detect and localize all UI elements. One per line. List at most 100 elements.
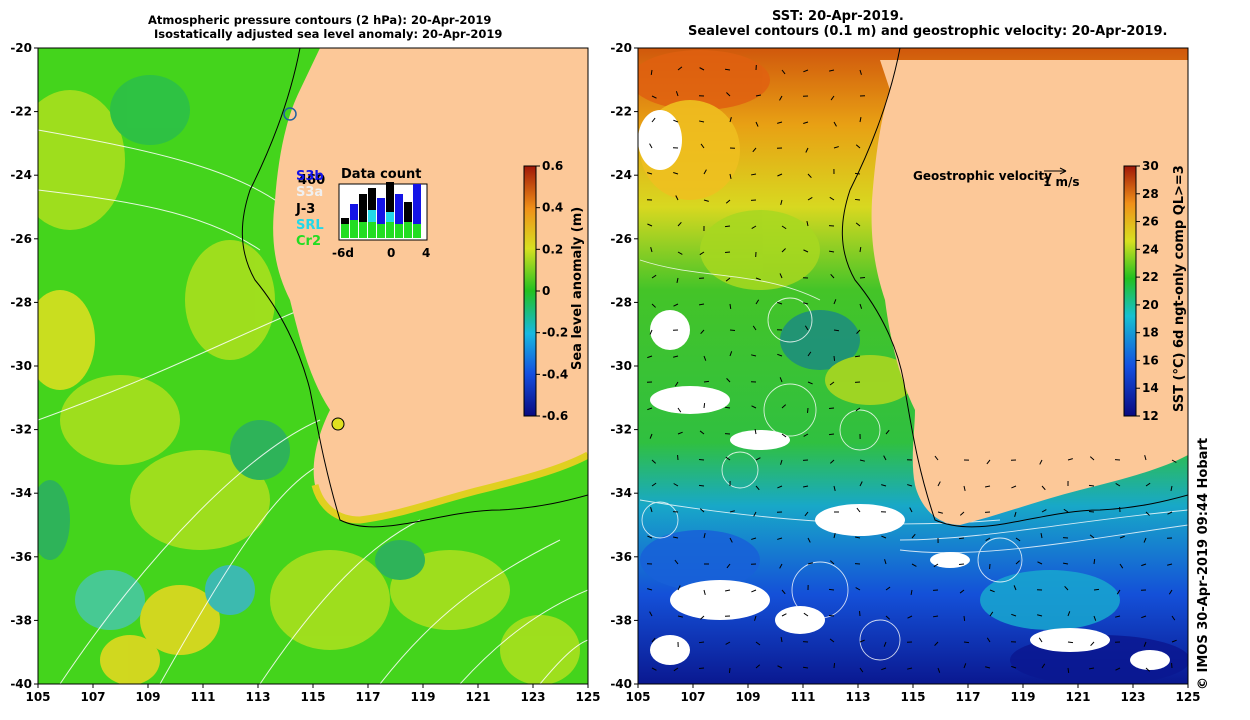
velocity-vector	[1089, 456, 1095, 461]
velocity-vector	[726, 92, 731, 97]
velocity-vector	[700, 615, 705, 620]
sst-land	[871, 60, 1188, 525]
x-tick-label: 115	[300, 690, 325, 704]
velocity-vector	[1115, 615, 1121, 618]
velocity-vector	[807, 351, 812, 357]
velocity-vector	[729, 173, 732, 179]
velocity-vector	[698, 641, 705, 644]
colorbar-tick-label: -0.6	[542, 409, 568, 423]
velocity-vector	[781, 248, 786, 253]
colorbar-tick-label: 26	[1142, 215, 1159, 229]
velocity-vector	[752, 147, 757, 153]
velocity-vector	[1062, 562, 1069, 565]
station-marker	[331, 417, 345, 431]
velocity-vector	[963, 663, 967, 669]
y-tick-label: -36	[10, 550, 32, 564]
velocity-vector	[729, 329, 736, 332]
velocity-vector	[724, 251, 731, 254]
velocity-vector	[728, 667, 731, 674]
velocity-vector	[725, 277, 731, 282]
velocity-vector	[724, 406, 731, 409]
data-count-xtick: 4	[422, 246, 430, 260]
velocity-vector	[755, 485, 760, 491]
velocity-vector	[963, 615, 966, 622]
velocity-vector	[755, 641, 761, 646]
sst-patches	[638, 50, 1188, 684]
velocity-vector	[855, 144, 861, 149]
y-tick-label: -20	[610, 41, 632, 55]
velocity-vector	[963, 641, 970, 644]
velocity-vector	[751, 537, 757, 540]
velocity-vector	[828, 250, 835, 253]
velocity-vector	[751, 354, 757, 357]
velocity-key: Geostrophic velocity 1 m/s	[913, 167, 1080, 189]
velocity-vector	[677, 585, 681, 591]
velocity-vector	[729, 303, 732, 310]
velocity-vector	[677, 431, 683, 435]
velocity-vector	[651, 667, 657, 671]
velocity-vector	[676, 277, 679, 283]
velocity-vector	[673, 667, 679, 672]
velocity-vector	[651, 637, 656, 643]
x-tick-label: 119	[410, 690, 435, 704]
data-count-legend-s3a: S3a	[296, 185, 323, 200]
data-count-inset: Data count 460 S3b S3a J-3 SRL Cr2 -6d 0…	[295, 167, 430, 260]
velocity-vector	[804, 325, 809, 331]
velocity-vector	[779, 95, 783, 101]
velocity-vector	[986, 459, 991, 465]
sst-map	[638, 48, 1188, 684]
shelf-contour	[241, 48, 588, 528]
velocity-vector	[1119, 535, 1125, 539]
x-tick-label: 111	[190, 690, 215, 704]
velocity-vector	[881, 535, 887, 539]
velocity-vector	[1093, 615, 1097, 621]
velocity-vector	[855, 407, 861, 412]
velocity-vector	[779, 377, 783, 383]
velocity-vector	[833, 662, 836, 669]
velocity-vector	[729, 117, 732, 123]
data-count-legend-cr2: Cr2	[296, 234, 321, 249]
velocity-vector	[1093, 588, 1100, 591]
sealevel-contours	[639, 259, 1188, 661]
velocity-vector	[647, 407, 653, 411]
velocity-vector	[1038, 637, 1043, 643]
velocity-vector	[1014, 511, 1017, 517]
velocity-vector	[911, 563, 917, 567]
velocity-vector	[751, 405, 757, 409]
velocity-vector	[833, 121, 837, 127]
x-tick-label: 105	[625, 690, 650, 704]
velocity-vector	[859, 69, 862, 75]
velocity-vector	[698, 484, 705, 487]
velocity-vector	[651, 303, 656, 308]
right-title-line2: Sealevel contours (0.1 m) and geostrophi…	[688, 24, 1168, 39]
velocity-vector	[989, 589, 995, 593]
velocity-vector	[828, 614, 835, 617]
velocity-vector	[1145, 511, 1150, 516]
velocity-vector	[677, 66, 683, 71]
velocity-vector	[780, 459, 783, 465]
y-tick-label: -28	[610, 295, 632, 309]
velocity-vector	[934, 641, 939, 646]
velocity-vector	[934, 455, 939, 461]
colorbar-tick-label: -0.2	[542, 326, 568, 340]
velocity-vector	[833, 299, 837, 305]
velocity-vector	[724, 68, 731, 71]
velocity-vector	[854, 355, 861, 358]
colorbar-tick-label: 14	[1142, 381, 1159, 395]
sla-colorbar-ticks: 0.6 0.4 0.2 0 -0.2 -0.4 -0.6	[536, 159, 568, 423]
velocity-vector	[907, 484, 913, 487]
velocity-vector	[673, 483, 679, 487]
velocity-vector	[777, 537, 783, 540]
velocity-vector	[729, 510, 735, 513]
sla-land	[273, 48, 588, 520]
x-tick-label: 109	[735, 690, 760, 704]
velocity-vector	[651, 459, 657, 464]
cloud-mask	[638, 110, 1170, 670]
velocity-vector	[859, 116, 862, 123]
y-tick-label: -34	[610, 486, 632, 500]
velocity-vector	[703, 533, 706, 539]
velocity-vector	[1013, 585, 1017, 591]
velocity-vector	[1170, 485, 1173, 491]
velocity-vector	[1119, 563, 1124, 569]
y-tick-label: -32	[10, 423, 32, 437]
